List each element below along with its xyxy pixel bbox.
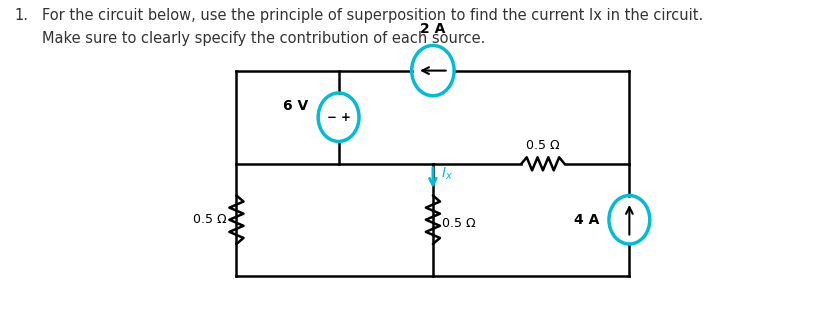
Text: 4 A: 4 A [574, 213, 600, 227]
Text: 0.5 Ω: 0.5 Ω [443, 217, 476, 230]
Text: For the circuit below, use the principle of superposition to find the current Ix: For the circuit below, use the principle… [42, 8, 703, 23]
Text: 1.: 1. [15, 8, 29, 23]
Text: Make sure to clearly specify the contribution of each source.: Make sure to clearly specify the contrib… [42, 31, 485, 45]
Text: 6 V: 6 V [284, 99, 309, 113]
Text: 0.5 Ω: 0.5 Ω [526, 139, 559, 152]
Text: − +: − + [326, 111, 351, 124]
Text: 2 A: 2 A [420, 22, 446, 36]
Text: $I_x$: $I_x$ [441, 166, 453, 182]
Text: 0.5 Ω: 0.5 Ω [194, 213, 227, 226]
